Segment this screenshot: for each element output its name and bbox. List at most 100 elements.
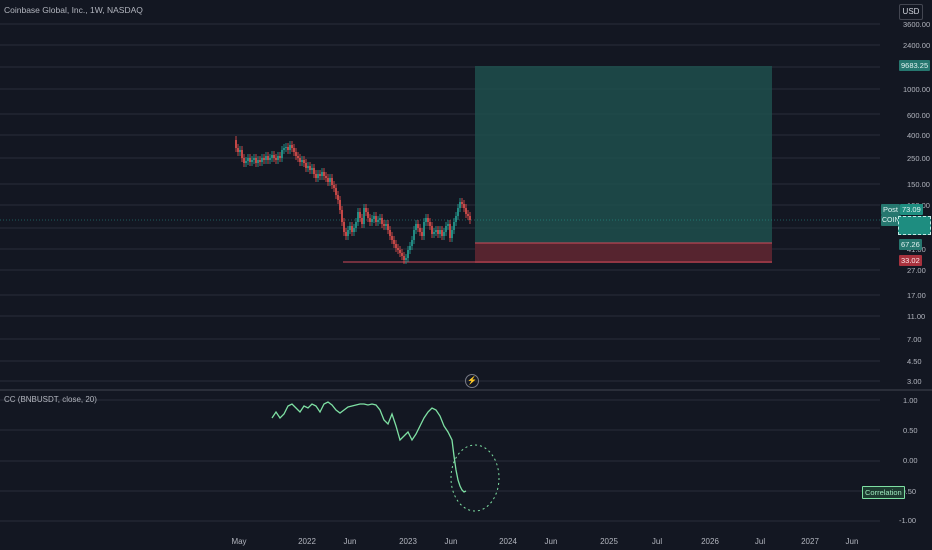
candle-body (443, 232, 445, 236)
candle-body (353, 228, 355, 232)
candle-body (397, 248, 399, 250)
candle-body (293, 148, 295, 152)
time-label: Jun (444, 537, 458, 546)
candle-body (365, 208, 367, 212)
candle-body (451, 230, 453, 238)
time-label: 2025 (600, 537, 618, 546)
candle-body (253, 158, 255, 160)
current-price-box[interactable] (898, 216, 931, 235)
candle-body (355, 222, 357, 228)
candle-body (441, 230, 443, 236)
candle-body (379, 218, 381, 220)
candle-body (275, 158, 277, 160)
stop-price-tag[interactable]: 67.26 (899, 239, 922, 250)
indicator-axis-label: -1.00 (899, 516, 917, 525)
candle-body (367, 212, 369, 218)
candle-body (459, 202, 461, 208)
candle-body (267, 156, 269, 160)
candle-body (307, 166, 309, 168)
candle-body (361, 218, 363, 224)
candle-body (445, 226, 447, 232)
highlight-circle[interactable] (450, 444, 500, 512)
candle-body (269, 158, 271, 160)
candle-body (465, 208, 467, 214)
correlation-tag[interactable]: Correlation (862, 486, 905, 499)
candle-body (363, 208, 365, 224)
candle-body (329, 178, 331, 182)
time-label: 2022 (298, 537, 316, 546)
candle-body (359, 212, 361, 218)
candle-body (243, 158, 245, 163)
candle-body (423, 222, 425, 236)
candle-body (377, 220, 379, 222)
candle-body (455, 216, 457, 222)
candle-body (347, 230, 349, 236)
candle-body (469, 216, 471, 220)
candle-body (255, 158, 257, 163)
candle-body (281, 150, 283, 158)
currency-button[interactable]: USD (899, 4, 923, 20)
candle-body (393, 240, 395, 244)
candle-body (273, 155, 275, 158)
candle-body (309, 166, 311, 170)
correlation-line[interactable] (271, 401, 467, 493)
time-label: Jun (544, 537, 558, 546)
price-label: 17.00 (907, 291, 926, 300)
candle-body (333, 185, 335, 188)
candle-body (433, 232, 435, 234)
candle-body (411, 240, 413, 246)
candle-body (283, 148, 285, 150)
indicator-title[interactable]: CC (BNBUSDT, close, 20) (4, 395, 97, 404)
post-market-price-tag[interactable]: 73.09 (900, 204, 923, 215)
target-price-tag[interactable]: 9683.25 (899, 60, 931, 71)
entry-price-tag[interactable]: 33.02 (899, 255, 922, 266)
candle-body (431, 226, 433, 234)
lightning-icon[interactable]: ⚡ (465, 374, 479, 388)
candle-body (421, 232, 423, 236)
candle-body (427, 218, 429, 222)
price-label: 2400.00 (903, 41, 931, 50)
candle-body (373, 216, 375, 219)
candle-body (337, 195, 339, 200)
candle-body (313, 168, 315, 174)
candle-body (387, 224, 389, 230)
candle-body (265, 156, 267, 160)
candle-body (453, 222, 455, 230)
candle-body (357, 212, 359, 222)
candle-body (425, 218, 427, 222)
stop-zone[interactable] (475, 243, 772, 263)
candle-body (321, 172, 323, 176)
candle-body (401, 253, 403, 256)
candle-body (415, 224, 417, 230)
price-label: 27.00 (907, 266, 926, 275)
time-label: Jul (651, 537, 663, 546)
symbol-tag[interactable]: COIN (881, 215, 901, 226)
price-label: 3600.00 (903, 20, 931, 29)
candlestick-series[interactable] (235, 136, 471, 264)
candle-body (277, 156, 279, 160)
indicator-axis-label: 1.00 (903, 396, 918, 405)
post-market-label: Post (881, 204, 901, 215)
candle-body (349, 226, 351, 230)
candle-body (257, 160, 259, 163)
candle-body (409, 246, 411, 250)
candle-body (301, 160, 303, 162)
candle-body (331, 178, 333, 185)
candle-body (457, 208, 459, 216)
candle-body (343, 222, 345, 232)
price-label: 1000.00 (903, 85, 931, 94)
candle-body (237, 148, 239, 152)
candle-body (311, 168, 313, 170)
candle-body (239, 150, 241, 152)
candle-body (247, 158, 249, 161)
candle-body (417, 224, 419, 228)
candle-body (319, 174, 321, 176)
target-zone[interactable] (475, 66, 772, 243)
candle-body (335, 188, 337, 195)
symbol-title[interactable]: Coinbase Global, Inc., 1W, NASDAQ (4, 5, 143, 15)
price-label: 150.00 (907, 180, 930, 189)
candle-body (271, 155, 273, 158)
candle-body (403, 256, 405, 260)
